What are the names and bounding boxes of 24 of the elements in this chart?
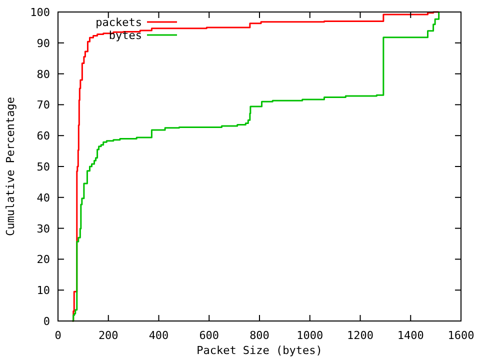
x-tick-label: 0	[54, 329, 62, 342]
y-tick-label: 20	[36, 253, 50, 266]
y-tick-label: 80	[36, 68, 50, 81]
x-tick-label: 600	[199, 329, 220, 342]
x-tick-label: 1000	[296, 329, 324, 342]
x-tick-label: 800	[250, 329, 270, 342]
x-tick-label: 400	[148, 329, 169, 342]
y-tick-label: 90	[36, 36, 50, 50]
y-axis-title: Cumulative Percentage	[4, 96, 17, 236]
y-tick-label: 0	[43, 315, 50, 328]
y-tick-label: 40	[36, 191, 50, 204]
y-tick-label: 60	[36, 130, 50, 143]
x-tick-label: 1400	[397, 329, 424, 342]
y-tick-label: 10	[36, 284, 50, 298]
legend-label: packets	[96, 16, 142, 29]
y-tick-label: 70	[36, 98, 50, 112]
y-tick-label: 30	[36, 222, 50, 236]
x-tick-label: 1200	[347, 329, 374, 342]
x-tick-label: 1600	[448, 329, 474, 342]
x-axis-title: Packet Size (bytes)	[196, 344, 322, 357]
legend-label: bytes	[108, 29, 142, 42]
y-tick-label: 50	[36, 160, 50, 174]
x-tick-label: 200	[98, 329, 118, 342]
y-tick-label: 100	[30, 6, 50, 19]
